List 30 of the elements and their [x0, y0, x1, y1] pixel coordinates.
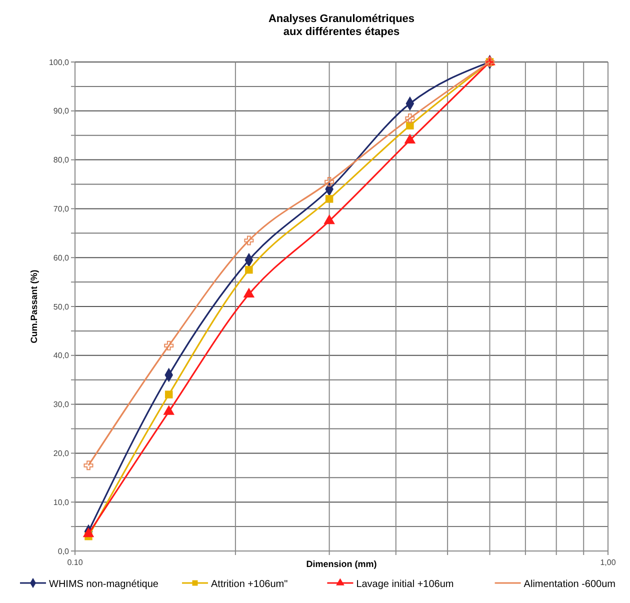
x-axis-title: Dimension (mm)	[306, 559, 377, 569]
point	[243, 288, 255, 298]
x-tick-label: 1,00	[600, 558, 616, 567]
chart-title: Analyses Granulométriques aux différentes étapes	[268, 13, 415, 38]
legend-label: WHIMS non-magnétique	[49, 579, 159, 590]
point	[164, 340, 174, 350]
point	[84, 460, 94, 470]
legend-label: Alimentation -600um	[524, 579, 616, 590]
y-tick-label: 90,0	[53, 106, 70, 116]
point	[164, 390, 173, 398]
point	[245, 266, 253, 274]
y-tick-label: 20,0	[53, 449, 70, 458]
y-tick-label: 100,0	[48, 58, 70, 67]
legend-label: Lavage initial +106um	[356, 579, 454, 590]
y-tick-label: 0,0	[58, 546, 70, 556]
y-tick-label: 80,0	[53, 156, 70, 165]
x-tick-label: 0.10	[67, 558, 84, 567]
legend-label: Attrition +106um"	[211, 579, 288, 590]
y-tick-label: 40,0	[53, 351, 70, 360]
point	[244, 236, 254, 246]
y-tick-label: 60,0	[53, 253, 70, 262]
y-tick-label: 10,0	[53, 498, 70, 507]
y-tick-label: 30,0	[53, 400, 70, 410]
point	[324, 177, 334, 187]
point	[325, 195, 334, 203]
y-tick-label: 50,0	[53, 302, 70, 312]
point	[406, 122, 414, 130]
y-tick-label: 70,0	[53, 204, 70, 214]
y-axis-title: Cum.Passant (%)	[29, 270, 39, 344]
point	[405, 113, 415, 123]
